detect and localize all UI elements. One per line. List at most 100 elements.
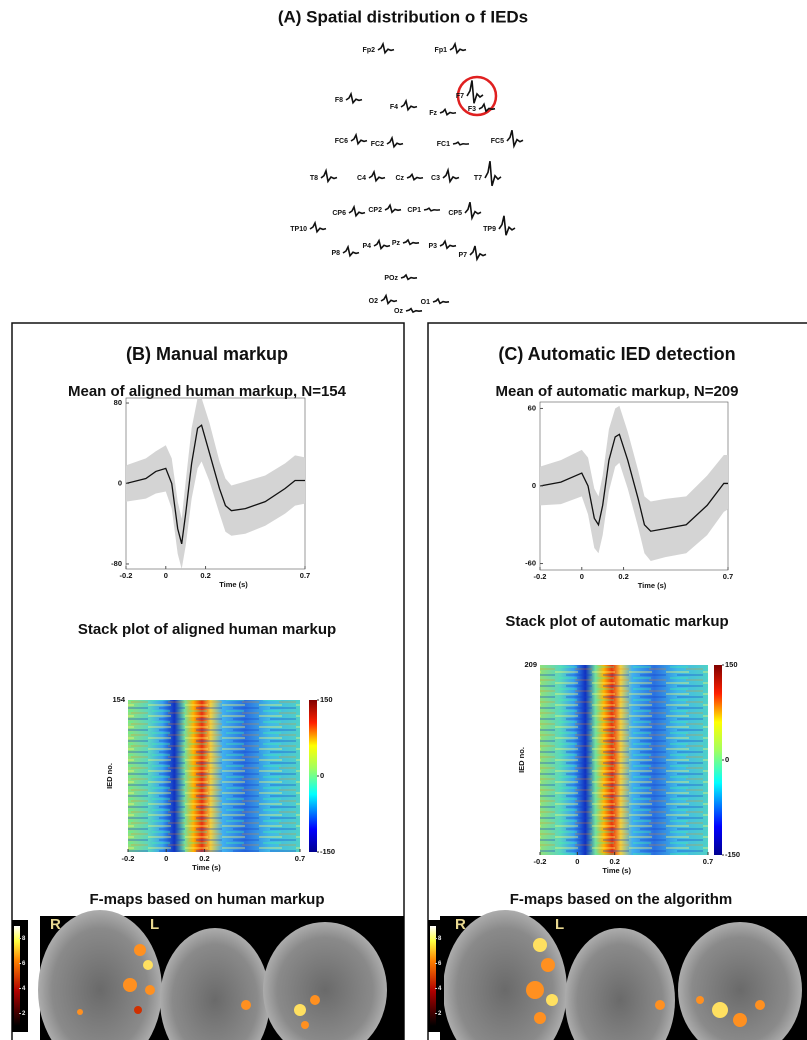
panel-title: (A) Spatial distribution o f IEDs — [278, 7, 528, 26]
electrode-waveform — [466, 80, 484, 104]
panel-heading: (B) Manual markup — [126, 344, 288, 364]
x-tick-label: 0.2 — [618, 572, 628, 581]
electrode-waveform — [350, 132, 368, 146]
fmap-colorbar-tick-label: 4 — [22, 986, 26, 992]
y-tick-label: -80 — [111, 559, 122, 568]
electrode-label: CP6 — [332, 210, 346, 217]
x-tick-label: -0.2 — [120, 571, 133, 580]
mean-line — [125, 424, 305, 545]
chart-title: Stack plot of automatic markup — [505, 613, 728, 630]
electrode-waveform — [348, 204, 366, 218]
electrode-waveform — [478, 102, 496, 113]
fmap-label: L — [555, 916, 564, 933]
electrode-label: FC6 — [335, 138, 348, 145]
electrode-label: F8 — [335, 97, 343, 104]
fmap-label: L — [150, 916, 159, 933]
x-tick-label: 0.2 — [200, 571, 210, 580]
x-tick-label: 0.7 — [300, 571, 310, 580]
fmap-title: F-maps based on the algorithm — [510, 891, 733, 908]
x-tick-label: -0.2 — [534, 857, 547, 866]
x-tick-label: 0.2 — [609, 857, 619, 866]
electrode-label: F4 — [390, 104, 398, 111]
y-tick-label: 0 — [118, 478, 122, 487]
electrode-label: Fz — [429, 110, 437, 117]
electrode-label: TP10 — [290, 226, 307, 233]
electrode-label: O2 — [369, 298, 378, 305]
x-tick-label: -0.2 — [122, 854, 135, 863]
electrode-waveform — [439, 107, 457, 116]
electrode-waveform — [342, 244, 360, 258]
x-tick-label: 0.7 — [703, 857, 713, 866]
x-axis-label: Time (s) — [219, 580, 248, 589]
colorbar-tick-label: 0 — [725, 755, 729, 764]
x-tick-label: -0.2 — [534, 572, 547, 581]
x-tick-label: 0 — [164, 571, 168, 580]
electrode-label: FC5 — [491, 138, 504, 145]
electrode-waveform — [320, 168, 338, 184]
electrode-waveform — [345, 91, 363, 105]
x-tick-label: 0 — [575, 857, 579, 866]
panel-heading: (C) Automatic IED detection — [498, 344, 735, 364]
x-axis-label: Time (s) — [192, 863, 221, 872]
x-tick-label: 0.7 — [295, 854, 305, 863]
electrode-waveform — [432, 297, 450, 305]
fmap-colorbar-tick-label: 2 — [22, 1011, 26, 1017]
fmap-colorbar-tick-label: 8 — [22, 936, 26, 942]
electrode-waveform — [423, 207, 441, 212]
electrode-waveform — [384, 203, 402, 214]
x-tick-label: 0.2 — [199, 854, 209, 863]
highlight-circle — [456, 75, 498, 117]
y-axis-label: IED no. — [105, 763, 114, 789]
electrode-waveform — [498, 215, 516, 236]
electrode-waveform — [406, 172, 424, 181]
electrode-label: C4 — [357, 175, 366, 182]
electrode-label: F7 — [456, 93, 464, 100]
electrode-map: Fp2 Fp1 F8 F4 Fz F3 F7 FC6 FC2 FC1 FC5 T8 C4 Cz C3 T7 CP… — [290, 41, 524, 315]
x-tick-label: 0.7 — [723, 572, 733, 581]
fmap-image — [38, 910, 807, 1040]
colorbar-tick-label: 150 — [320, 695, 333, 704]
y-tick-label: 60 — [528, 403, 536, 412]
electrode-waveform — [452, 141, 470, 146]
electrode-waveform — [442, 167, 460, 184]
electrode-waveform — [402, 238, 420, 246]
fmap-colorbar — [14, 926, 20, 1026]
y-tick-label: 154 — [112, 695, 125, 704]
electrode-label: CP5 — [448, 210, 462, 217]
panel-box — [11, 322, 405, 1040]
electrode-waveform — [380, 293, 398, 306]
sd-band — [126, 398, 305, 569]
y-axis-label: IED no. — [517, 747, 526, 773]
x-tick-label: 0 — [164, 854, 168, 863]
electrode-waveform — [368, 169, 386, 183]
heatmap-texture — [128, 700, 300, 852]
electrode-label: T7 — [474, 175, 482, 182]
y-tick-label: 209 — [524, 660, 537, 669]
electrode-label: FC1 — [437, 141, 450, 148]
y-tick-label: 0 — [532, 481, 536, 490]
electrode-waveform — [484, 161, 502, 187]
electrode-label: F3 — [468, 106, 476, 113]
electrode-label: Pz — [392, 240, 401, 247]
electrode-label: FC2 — [371, 141, 384, 148]
electrode-waveform — [400, 98, 418, 112]
electrode-label: C3 — [431, 175, 440, 182]
electrode-waveform — [439, 239, 457, 250]
x-axis-label: Time (s) — [638, 581, 667, 590]
electrode-waveform — [464, 201, 482, 221]
y-tick-label: 80 — [114, 398, 122, 407]
electrode-label: P7 — [458, 252, 467, 259]
electrode-waveform — [309, 220, 327, 234]
electrode-label: TP9 — [483, 226, 496, 233]
electrode-label: O1 — [421, 299, 430, 306]
electrode-label: Fp2 — [363, 47, 376, 54]
x-tick-label: 0 — [580, 572, 584, 581]
x-axis-label: Time (s) — [602, 866, 631, 875]
fmap-label: R — [50, 916, 61, 933]
fmap-colorbar — [430, 926, 436, 1026]
chart-title: Mean of aligned human markup, N=154 — [68, 383, 347, 400]
electrode-label: T8 — [310, 175, 318, 182]
fmap-label: R — [455, 916, 466, 933]
